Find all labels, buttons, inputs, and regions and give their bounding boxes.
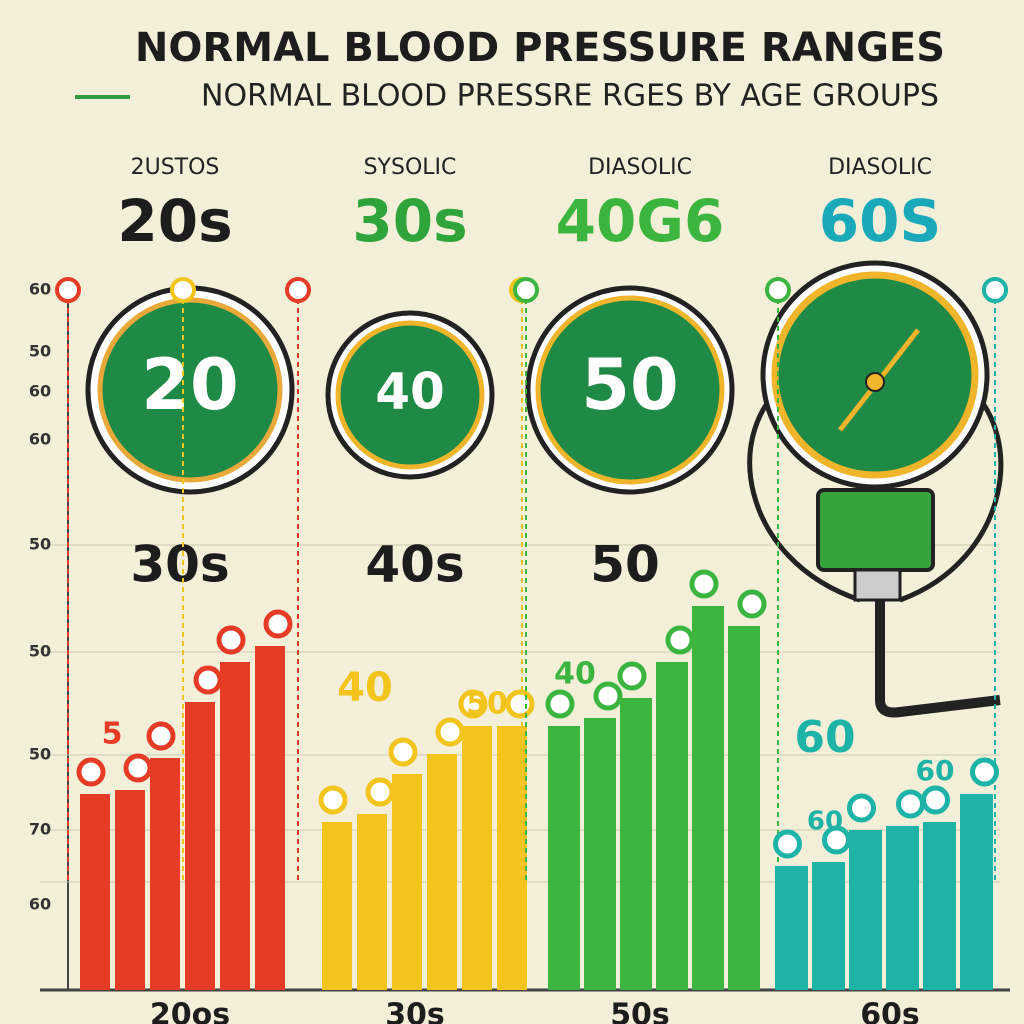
axis-label: 60	[29, 895, 51, 914]
bar	[427, 754, 457, 990]
bar-annotation: 60	[916, 754, 955, 787]
gauge-value: 20	[141, 344, 238, 426]
gauge-value: 40	[375, 363, 445, 421]
bar	[960, 794, 993, 990]
axis-label: 50	[29, 745, 51, 764]
bar-dot	[617, 661, 647, 691]
group-label: 60s	[860, 998, 920, 1024]
bar	[220, 662, 250, 990]
bar-dot	[263, 609, 293, 639]
bar	[115, 790, 145, 990]
bar-dot	[847, 793, 876, 823]
bar-dot	[123, 753, 153, 783]
bar-dot	[458, 689, 488, 719]
bar	[255, 646, 285, 990]
bar-dot	[76, 757, 106, 787]
marker-dot	[765, 277, 791, 303]
bar	[80, 794, 110, 990]
axis-label: 50	[29, 642, 51, 661]
bar-dot	[146, 721, 176, 751]
bar-dot	[921, 785, 950, 815]
bar-annotation: 60	[807, 807, 843, 837]
bar	[357, 814, 387, 990]
bar	[692, 606, 724, 990]
bar	[185, 702, 215, 990]
mid-label: 40s	[365, 536, 464, 594]
title: NORMAL BLOOD PRESSURE RANGES	[135, 25, 945, 71]
bar-dot	[689, 569, 719, 599]
bar-dot	[593, 681, 623, 711]
axis-label: 60	[29, 280, 51, 299]
panel-heading: DIASOLIC	[828, 155, 932, 180]
subtitle: NORMAL BLOOD PRESSRE RGES BY AGE GROUPS	[201, 79, 939, 114]
axis-label: 60	[29, 382, 51, 401]
bar	[462, 726, 492, 990]
bar-dot	[822, 825, 851, 855]
gauge-value: 50	[581, 344, 678, 426]
panel-heading: 2USTOS	[131, 155, 220, 180]
bar	[548, 726, 580, 990]
gauge-4	[747, 260, 1004, 718]
bar-dot	[505, 689, 535, 719]
axis-label: 70	[29, 820, 51, 839]
bar-dot	[545, 689, 575, 719]
marker-dot	[55, 277, 81, 303]
bar-dot	[970, 757, 999, 787]
panel-age: 40G6	[556, 187, 725, 255]
bar	[392, 774, 422, 990]
bar-annotation: 5	[102, 717, 123, 752]
bar	[322, 822, 352, 990]
bar-dot	[773, 829, 802, 859]
marker-dot	[513, 277, 539, 303]
bar-dot	[216, 625, 246, 655]
group-label: 50s	[610, 998, 670, 1024]
axis-label: 50	[29, 535, 51, 554]
marker-dot	[285, 277, 311, 303]
gauge-3	[525, 285, 735, 495]
bar-annotation: 60	[794, 712, 855, 763]
bar	[620, 698, 652, 990]
bar-annotation: 40	[337, 665, 393, 711]
marker-dot	[170, 277, 196, 303]
bar-dot	[318, 785, 348, 815]
panel-age: 20s	[117, 187, 232, 255]
bar	[150, 758, 180, 990]
panel-heading: SYSOLIC	[364, 155, 457, 180]
bar-dot	[193, 665, 223, 695]
bar	[497, 726, 527, 990]
bar	[923, 822, 956, 990]
bar	[775, 866, 808, 990]
mid-label: 30s	[130, 536, 229, 594]
axis-label: 60	[29, 430, 51, 449]
gauge-2	[325, 310, 495, 480]
panel-age: 60S	[819, 187, 942, 255]
bar	[812, 862, 845, 990]
bar-dot	[365, 777, 395, 807]
bar	[728, 626, 760, 990]
bar	[886, 826, 919, 990]
bar-dot	[435, 717, 465, 747]
bar-dot	[737, 589, 767, 619]
bar-annotation: 40	[554, 657, 596, 692]
group-label: 20os	[150, 998, 230, 1024]
bar-dot	[388, 737, 418, 767]
bar-dot	[896, 789, 925, 819]
panel-age: 30s	[352, 187, 467, 255]
bar	[584, 718, 616, 990]
bar-annotation: 50	[466, 687, 508, 722]
group-label: 30s	[385, 998, 445, 1024]
axis-label: 50	[29, 342, 51, 361]
panel-heading: DIASOLIC	[588, 155, 692, 180]
marker-dot	[982, 277, 1008, 303]
bar	[656, 662, 688, 990]
bar-dot	[665, 625, 695, 655]
mid-label: 50	[590, 536, 660, 594]
bar	[849, 830, 882, 990]
